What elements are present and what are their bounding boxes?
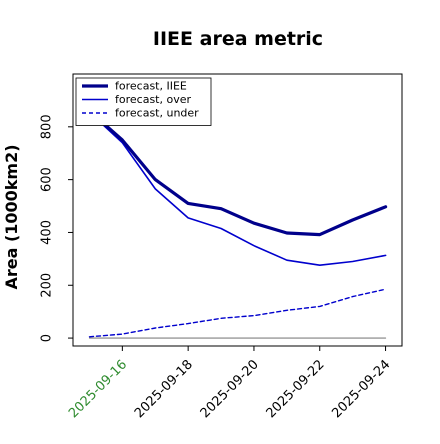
legend-label: forecast, IIEE [115,80,187,93]
x-tick-label: 2025-09-18 [132,357,196,421]
chart-title: IIEE area metric [153,28,323,50]
plot-frame [72,73,403,347]
y-tick-label: 200 [40,273,55,298]
x-axis: 2025-09-16 2025-09-18 2025-09-20 2025-09-22… [66,346,393,421]
x-tick-label: 2025-09-16 [66,357,130,421]
x-tick-label: 2025-09-20 [198,357,262,421]
series-line-forecast-under [88,288,387,338]
series-layer [87,109,388,339]
y-tick-label: 600 [40,167,55,192]
y-axis: 0 200 400 600 800 [40,114,73,342]
series-line-forecast-iiee [87,109,388,237]
y-axis-label: Area (1000km2) [2,144,21,289]
y-tick-label: 400 [40,220,55,245]
legend-label: forecast, over [115,93,191,106]
y-tick-label: 0 [40,334,55,342]
x-tick-label: 2025-09-22 [264,357,328,421]
x-tick-label: 2025-09-24 [329,357,393,421]
legend-label: forecast, under [115,107,199,120]
series-line-forecast-over [88,111,387,267]
y-tick-label: 800 [40,114,55,139]
